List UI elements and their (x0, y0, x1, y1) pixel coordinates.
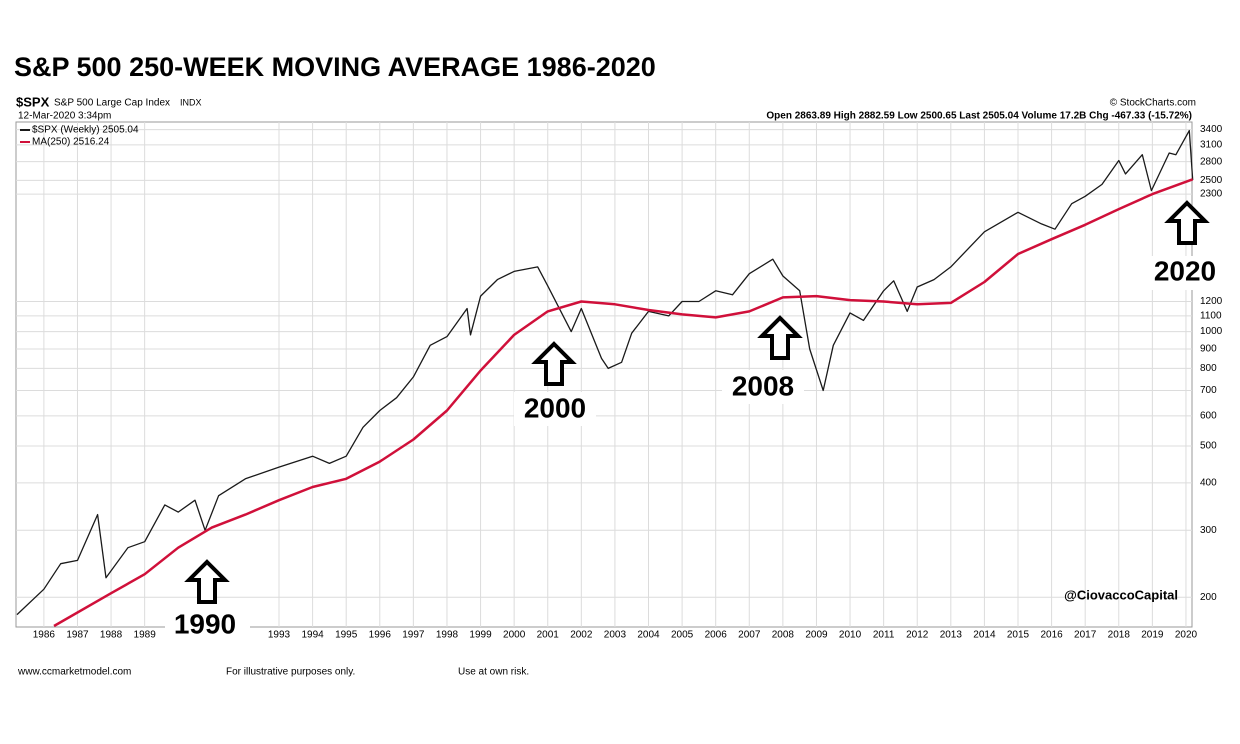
x-tick-label: 2018 (1108, 630, 1131, 641)
y-tick-label: 200 (1200, 592, 1217, 603)
annotation-label: 1990 (174, 608, 236, 639)
x-tick-label: 1987 (66, 630, 89, 641)
annotation-label: 2008 (732, 370, 794, 401)
x-tick-label: 1999 (469, 630, 492, 641)
x-tick-label: 2006 (705, 630, 728, 641)
x-tick-label: 2008 (772, 630, 795, 641)
y-tick-label: 1200 (1200, 296, 1223, 307)
footer-note: For illustrative purposes only. (226, 667, 355, 678)
y-tick-label: 800 (1200, 363, 1217, 374)
y-tick-label: 2300 (1200, 189, 1223, 200)
arrow (184, 559, 230, 604)
exchange: INDX (180, 97, 202, 107)
y-tick-label: 3100 (1200, 139, 1223, 150)
x-tick-label: 2020 (1175, 630, 1198, 641)
footer-note: Use at own risk. (458, 667, 529, 678)
x-tick-label: 1993 (268, 630, 291, 641)
arrow (531, 341, 577, 386)
x-tick-label: 1997 (402, 630, 425, 641)
y-tick-label: 700 (1200, 385, 1217, 396)
series-lines (16, 129, 1194, 628)
ohlc: Open 2863.89 High 2882.59 Low 2500.65 La… (766, 111, 1192, 122)
x-tick-label: 2014 (973, 630, 996, 641)
y-tick-label: 600 (1200, 411, 1217, 422)
arrow (1164, 200, 1210, 245)
label-box (165, 608, 250, 642)
x-tick-label: 2000 (503, 630, 526, 641)
x-tick-label: 2007 (738, 630, 761, 641)
x-tick-label: 1994 (301, 630, 324, 641)
x-tick-label: 1995 (335, 630, 358, 641)
x-tick-label: 1986 (33, 630, 56, 641)
legend-entry: $SPX (Weekly) 2505.04 (32, 125, 139, 136)
annotation-label: 2000 (524, 392, 586, 423)
y-tick-label: 300 (1200, 525, 1217, 536)
plot-frame (15, 121, 1193, 628)
y-tick-label: 2500 (1200, 175, 1223, 186)
symbol: $SPX (16, 94, 50, 109)
arrow (757, 315, 803, 360)
x-tick-label: 2001 (537, 630, 560, 641)
x-tick-label: 1989 (134, 630, 157, 641)
x-tick-label: 1998 (436, 630, 459, 641)
y-tick-label: 2800 (1200, 156, 1223, 167)
x-tick-label: 1996 (369, 630, 392, 641)
annotation: 1990 (165, 559, 250, 642)
x-tick-label: 2003 (604, 630, 627, 641)
x-tick-label: 2013 (940, 630, 963, 641)
watermark: @CiovaccoCapital (1064, 587, 1178, 602)
x-tick-label: 2016 (1040, 630, 1063, 641)
x-tick-label: 2019 (1141, 630, 1164, 641)
y-tick-label: 900 (1200, 344, 1217, 355)
annotation: 2008 (722, 315, 804, 404)
label-box (514, 392, 596, 426)
x-tick-label: 1988 (100, 630, 123, 641)
y-tick-label: 500 (1200, 441, 1217, 452)
x-tick-label: 2004 (637, 630, 660, 641)
x-tick-label: 2011 (873, 630, 895, 641)
date: 12-Mar-2020 3:34pm (18, 111, 111, 122)
chart-title: S&P 500 250-WEEK MOVING AVERAGE 1986-202… (14, 52, 656, 82)
x-tick-label: 2002 (570, 630, 593, 641)
footer-note: www.ccmarketmodel.com (17, 667, 131, 678)
y-tick-label: 3400 (1200, 124, 1223, 135)
source: © StockCharts.com (1110, 98, 1196, 109)
label-box (1144, 256, 1226, 290)
y-tick-label: 1100 (1200, 310, 1222, 321)
label-box (722, 370, 804, 404)
x-tick-label: 2005 (671, 630, 694, 641)
x-tick-label: 2010 (839, 630, 862, 641)
series-line (53, 178, 1194, 628)
x-tick-label: 2015 (1007, 630, 1030, 641)
legend-entry: MA(250) 2516.24 (32, 137, 110, 148)
annotation: 2000 (514, 341, 596, 426)
x-tick-label: 2017 (1074, 630, 1097, 641)
x-tick-label: 2009 (805, 630, 828, 641)
y-tick-label: 1000 (1200, 326, 1223, 337)
index-name: S&P 500 Large Cap Index (54, 98, 170, 109)
annotation: 2020 (1144, 200, 1226, 290)
x-tick-label: 2012 (906, 630, 929, 641)
series-line (16, 129, 1194, 616)
annotation-label: 2020 (1154, 255, 1216, 286)
y-tick-label: 400 (1200, 477, 1217, 488)
